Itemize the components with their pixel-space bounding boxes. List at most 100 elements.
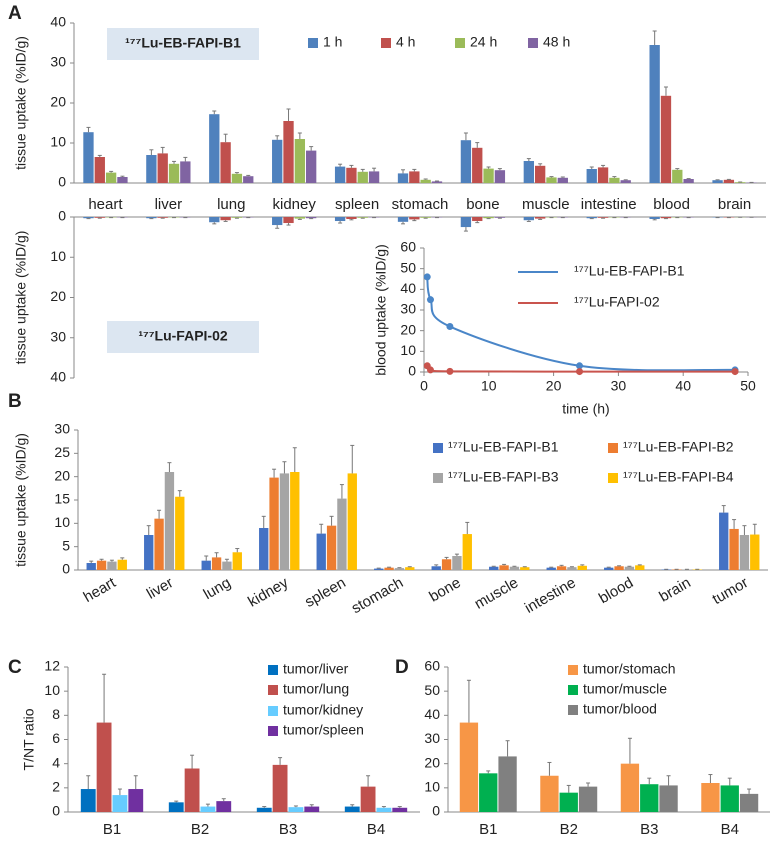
y-axis-label: T/NT ratio xyxy=(21,708,37,770)
bar xyxy=(499,565,509,570)
bar xyxy=(723,179,735,183)
bar xyxy=(180,161,191,183)
y-tick-label: 0 xyxy=(408,363,416,379)
y-tick-label: 15 xyxy=(54,491,70,507)
bar xyxy=(420,179,431,183)
legend-label: tumor/muscle xyxy=(583,681,667,697)
y-tick-label: 20 xyxy=(54,467,70,483)
bar xyxy=(334,166,346,183)
bar xyxy=(649,217,660,220)
legend-swatch xyxy=(528,38,538,48)
legend-swatch xyxy=(268,726,278,736)
line xyxy=(426,276,736,372)
y-tick-label: 4 xyxy=(52,754,60,770)
bar xyxy=(556,566,567,570)
bar xyxy=(146,217,157,219)
bar xyxy=(452,556,462,570)
bar xyxy=(357,171,368,183)
legend-label: 4 h xyxy=(396,34,415,50)
bar xyxy=(635,565,645,570)
legend-label: 1 h xyxy=(323,34,342,50)
y-tick-label: 0 xyxy=(432,803,440,819)
y-axis-label: blood uptake (%ID/g) xyxy=(373,244,389,376)
bar xyxy=(304,806,320,812)
y-tick-label: 10 xyxy=(50,248,66,264)
x-tick-label: intestine xyxy=(522,574,579,617)
bar xyxy=(479,773,498,812)
bar xyxy=(750,534,760,570)
y-tick-label: 30 xyxy=(400,301,416,317)
bar xyxy=(546,567,556,570)
bar xyxy=(559,792,578,812)
bar xyxy=(431,181,443,183)
x-tick-label: B2 xyxy=(191,821,209,838)
bar xyxy=(146,155,157,183)
bar xyxy=(283,217,294,224)
y-tick-label: 0 xyxy=(58,208,66,224)
y-tick-label: 20 xyxy=(424,754,440,770)
y-tick-label: 10 xyxy=(424,779,440,795)
bar xyxy=(729,528,739,570)
bar xyxy=(83,132,94,183)
bar xyxy=(523,161,534,183)
bar xyxy=(220,217,231,221)
bar xyxy=(231,217,243,218)
legend-swatch xyxy=(455,38,465,48)
bar xyxy=(306,150,317,183)
y-tick-label: 40 xyxy=(400,280,416,296)
y-tick-label: 50 xyxy=(424,682,440,698)
bar xyxy=(494,217,506,218)
x-tick-label: brain xyxy=(718,196,751,213)
x-tick-label: spleen xyxy=(335,196,379,213)
y-tick-label: 20 xyxy=(50,288,66,304)
bar xyxy=(94,217,105,218)
x-tick-label: B3 xyxy=(640,821,658,838)
y-tick-label: 40 xyxy=(424,706,440,722)
legend-label: 48 h xyxy=(543,34,570,50)
x-tick-label: heart xyxy=(81,574,120,606)
legend-swatch xyxy=(268,706,278,716)
bar xyxy=(211,557,222,570)
x-tick-label: 0 xyxy=(420,378,428,394)
legend-label: ¹⁷⁷Lu-EB-FAPI-B3 xyxy=(448,469,559,485)
y-tick-label: 30 xyxy=(50,328,66,344)
x-tick-label: B2 xyxy=(560,821,578,838)
x-tick-label: 40 xyxy=(675,378,691,394)
bar xyxy=(184,768,200,812)
bar xyxy=(483,217,494,219)
legend-label: tumor/blood xyxy=(583,701,657,717)
x-tick-label: lung xyxy=(217,196,245,213)
y-tick-label: 12 xyxy=(44,658,60,674)
bar xyxy=(96,722,112,812)
x-tick-label: stomach xyxy=(392,196,449,213)
bar xyxy=(624,566,635,570)
bar xyxy=(243,176,254,183)
legend-swatch xyxy=(433,473,443,483)
marker xyxy=(426,366,434,374)
bar xyxy=(409,217,420,220)
bar xyxy=(374,568,384,570)
bar xyxy=(472,147,483,183)
legend-label: tumor/stomach xyxy=(583,661,676,677)
marker xyxy=(446,367,454,375)
bar xyxy=(597,217,609,218)
bar xyxy=(112,795,128,812)
y-tick-label: 30 xyxy=(54,421,70,437)
bar xyxy=(259,528,269,570)
y-tick-label: 20 xyxy=(50,94,66,110)
bar xyxy=(546,177,557,183)
y-tick-label: 40 xyxy=(50,369,66,385)
x-tick-label: tumor xyxy=(710,574,752,608)
x-tick-label: stomach xyxy=(349,574,407,617)
x-tick-label: kidney xyxy=(245,574,291,611)
bar xyxy=(683,179,694,183)
x-tick-label: kidney xyxy=(273,196,317,213)
y-tick-label: 6 xyxy=(52,730,60,746)
bar xyxy=(283,121,294,183)
bar xyxy=(294,217,306,219)
bar xyxy=(357,217,368,218)
bar xyxy=(128,789,144,812)
bar xyxy=(523,217,534,221)
bar xyxy=(567,567,577,570)
x-tick-label: B4 xyxy=(721,821,739,838)
